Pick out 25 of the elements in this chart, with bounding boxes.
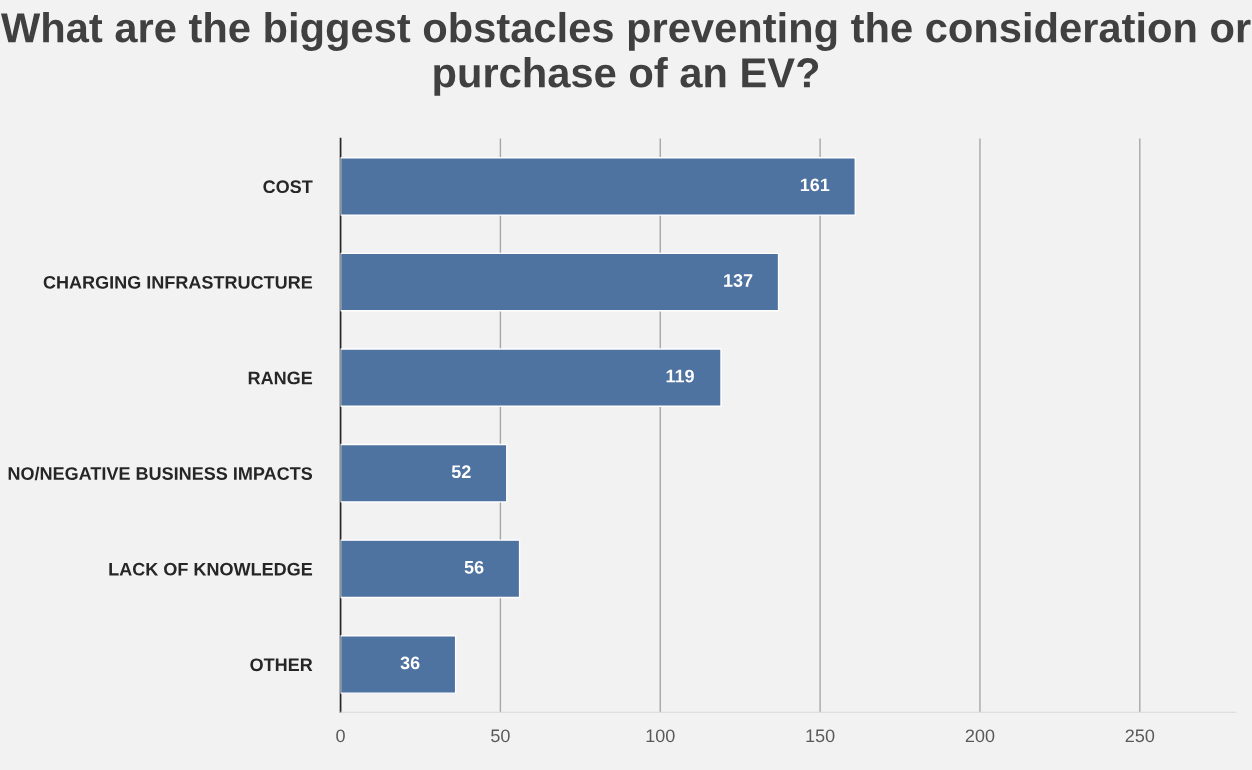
y-tick-label: NO/NEGATIVE BUSINESS IMPACTS [8,466,313,481]
data-label: 119 [666,369,694,383]
x-tick-label: 100 [646,729,675,743]
y-tick-label: LACK OF KNOWLEDGE [109,562,313,576]
data-label: 36 [400,656,420,670]
x-tick-label: 250 [1125,729,1155,743]
x-tick-label: 200 [965,729,995,743]
data-label: 56 [464,560,484,574]
data-label: 161 [800,178,830,192]
bar [340,443,508,503]
bar [340,157,856,216]
data-label: 137 [724,274,753,287]
x-tick-label: 50 [491,729,510,743]
y-tick-label: RANGE [248,371,313,385]
y-tick-label: CHARGING INFRASTRUCTURE [43,275,313,289]
bar [340,635,457,694]
y-tick-label: OTHER [250,658,313,672]
x-tick-label: 150 [806,729,835,743]
bar [340,252,780,312]
x-tick-label: 0 [336,729,345,743]
bar [340,348,722,407]
chart-title: What are the biggest obstacles preventing the consideration or purchase of an EV? [0,11,1251,96]
y-tick-label: COST [263,180,313,194]
bar [340,539,521,599]
data-label: 52 [451,465,471,479]
